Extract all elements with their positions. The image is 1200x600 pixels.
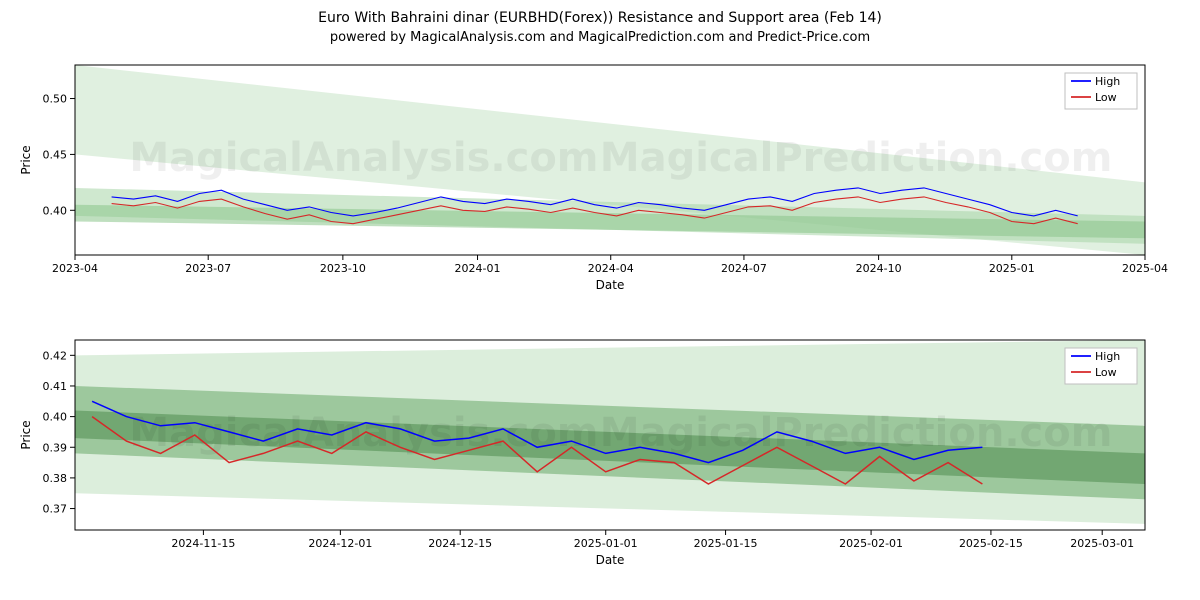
x-tick-label: 2024-07 <box>721 262 767 275</box>
chart-canvas: MagicalAnalysis.comMagicalPrediction.com… <box>0 45 1200 600</box>
x-tick-label: 2024-10 <box>856 262 902 275</box>
chart-title: Euro With Bahraini dinar (EURBHD(Forex))… <box>0 0 1200 26</box>
watermark-text: MagicalAnalysis.com <box>129 135 598 181</box>
y-tick-label: 0.50 <box>43 93 68 106</box>
top-panel: MagicalAnalysis.comMagicalPrediction.com… <box>19 65 1168 292</box>
y-axis-label: Price <box>19 145 33 174</box>
y-tick-label: 0.45 <box>43 148 68 161</box>
y-tick-label: 0.38 <box>43 472 68 485</box>
x-tick-label: 2025-01-01 <box>574 537 638 550</box>
x-tick-label: 2024-11-15 <box>171 537 235 550</box>
legend-label: Low <box>1095 91 1117 104</box>
x-tick-label: 2025-02-15 <box>959 537 1023 550</box>
legend-label: High <box>1095 350 1120 363</box>
watermark-text: MagicalPrediction.com <box>600 410 1113 456</box>
x-axis-ticks: 2024-11-15 2024-12-01 2024-12-15 2025-01-01… <box>171 530 1134 550</box>
x-tick-label: 2023-07 <box>185 262 231 275</box>
x-tick-label: 2025-04 <box>1122 262 1168 275</box>
y-tick-label: 0.42 <box>43 349 68 362</box>
legend-label: Low <box>1095 366 1117 379</box>
bottom-panel: MagicalAnalysis.comMagicalPrediction.com… <box>19 340 1145 567</box>
y-axis-ticks: 0.37 0.38 0.39 0.40 0.41 0.42 <box>43 349 76 515</box>
x-tick-label: 2024-12-01 <box>308 537 372 550</box>
x-tick-label: 2023-10 <box>320 262 366 275</box>
legend-label: High <box>1095 75 1120 88</box>
y-axis-ticks: 0.40 0.45 0.50 <box>43 93 76 218</box>
y-tick-label: 0.41 <box>43 380 68 393</box>
x-axis-label: Date <box>596 278 625 292</box>
x-tick-label: 2025-02-01 <box>839 537 903 550</box>
x-tick-label: 2025-01 <box>989 262 1035 275</box>
watermark-text: MagicalPrediction.com <box>600 135 1113 181</box>
x-tick-label: 2024-04 <box>588 262 634 275</box>
legend: High Low <box>1065 348 1137 384</box>
x-axis-label: Date <box>596 553 625 567</box>
y-tick-label: 0.39 <box>43 441 68 454</box>
x-tick-label: 2023-04 <box>52 262 98 275</box>
chart-subtitle: powered by MagicalAnalysis.com and Magic… <box>0 26 1200 45</box>
x-axis-ticks: 2023-04 2023-07 2023-10 2024-01 2024-04 2024-… <box>52 255 1168 275</box>
x-tick-label: 2024-01 <box>455 262 501 275</box>
y-tick-label: 0.40 <box>43 204 68 217</box>
watermark-group: MagicalAnalysis.comMagicalPrediction.com <box>129 135 1112 181</box>
y-tick-label: 0.40 <box>43 411 68 424</box>
y-axis-label: Price <box>19 420 33 449</box>
legend: High Low <box>1065 73 1137 109</box>
x-tick-label: 2025-03-01 <box>1070 537 1134 550</box>
x-tick-label: 2024-12-15 <box>428 537 492 550</box>
y-tick-label: 0.37 <box>43 503 68 516</box>
x-tick-label: 2025-01-15 <box>694 537 758 550</box>
